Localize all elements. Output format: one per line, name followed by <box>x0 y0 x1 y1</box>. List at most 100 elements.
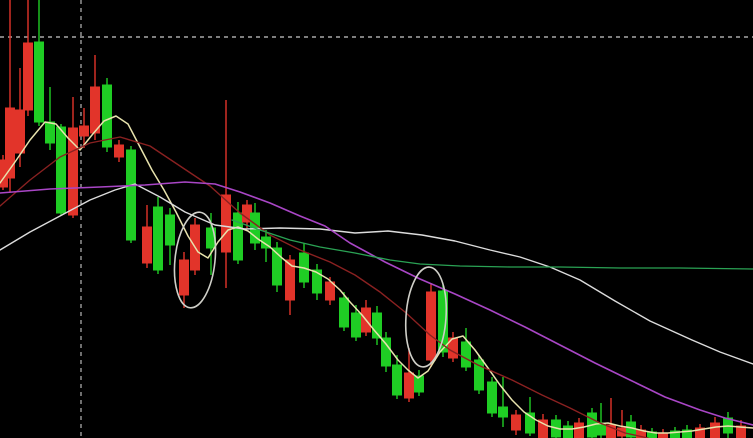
candle[interactable] <box>142 205 152 268</box>
candle-body-bearish <box>153 206 163 271</box>
candle[interactable] <box>165 208 175 265</box>
candle[interactable] <box>5 0 15 192</box>
candle-body-bullish <box>736 425 746 438</box>
candle-body-bearish <box>233 212 243 261</box>
candle-body-bullish <box>79 125 89 137</box>
ma-purple-line <box>0 181 753 426</box>
candle[interactable] <box>23 0 33 116</box>
candle-body-bullish <box>179 259 189 296</box>
candle-body-bullish <box>325 281 335 301</box>
candle-body-bullish <box>5 107 15 179</box>
candle-body-bearish <box>339 297 349 328</box>
candle-body-bearish <box>525 412 535 434</box>
candle[interactable] <box>461 328 471 371</box>
candle-body-bearish <box>351 312 361 338</box>
candle[interactable] <box>351 305 361 341</box>
candle[interactable] <box>179 252 189 308</box>
candle-body-bullish <box>23 42 33 111</box>
candle[interactable] <box>361 300 371 336</box>
candle-body-bearish <box>372 312 382 339</box>
candle[interactable] <box>15 68 25 167</box>
candle-body-bullish <box>404 372 414 399</box>
candle-body-bullish <box>606 424 616 438</box>
candle[interactable] <box>392 355 402 399</box>
candle[interactable] <box>261 230 271 262</box>
candle-body-bullish <box>114 144 124 158</box>
candle[interactable] <box>372 306 382 345</box>
candle-body-bearish <box>487 381 497 414</box>
candle-body-bearish <box>392 364 402 396</box>
candle-body-bearish <box>56 126 66 214</box>
candle-body-bearish <box>682 429 692 438</box>
candle-body-bearish <box>474 359 484 391</box>
candle[interactable] <box>381 332 391 372</box>
candle-body-bearish <box>498 406 508 418</box>
candle-body-bullish <box>538 419 548 438</box>
candle[interactable] <box>414 370 424 396</box>
candle-body-bullish <box>426 291 436 361</box>
ma-dark-red-line <box>0 136 649 438</box>
candle-body-bullish <box>90 86 100 134</box>
candle[interactable] <box>596 403 606 438</box>
candle[interactable] <box>404 348 414 402</box>
candle[interactable] <box>487 377 497 417</box>
candle[interactable] <box>448 332 458 362</box>
candle-body-bearish <box>312 269 322 294</box>
candle-body-bullish <box>695 427 705 438</box>
candle[interactable] <box>426 283 436 367</box>
candle[interactable] <box>45 87 55 150</box>
candle[interactable] <box>68 97 78 218</box>
candle-body-bearish <box>165 214 175 246</box>
candle-body-bearish <box>261 236 271 249</box>
candle-body-bearish <box>438 290 448 353</box>
candle[interactable] <box>498 377 508 427</box>
candle[interactable] <box>221 100 231 288</box>
candle-body-bearish <box>45 121 55 144</box>
candle-body-bearish <box>126 149 136 241</box>
ma-fast-yellow-line <box>0 115 753 434</box>
candle-body-bullish <box>710 422 720 438</box>
ma-slow-white-line <box>0 183 753 365</box>
candle[interactable] <box>474 355 484 394</box>
candle[interactable] <box>695 424 705 438</box>
candle[interactable] <box>79 108 89 148</box>
highlight-ellipse-annotation-1 <box>173 211 217 309</box>
candle-body-bullish <box>142 226 152 264</box>
ma-green-line <box>231 219 753 270</box>
candle[interactable] <box>736 420 746 438</box>
candle[interactable] <box>233 202 243 264</box>
candle[interactable] <box>339 292 349 331</box>
candle-body-bearish <box>381 337 391 367</box>
candle[interactable] <box>723 412 733 438</box>
candle-body-bullish <box>285 259 295 301</box>
candle-body-bearish <box>102 84 112 148</box>
candle[interactable] <box>606 398 616 438</box>
candle[interactable] <box>56 124 66 216</box>
annotation-layer <box>173 211 448 368</box>
candle-body-bearish <box>461 341 471 368</box>
candle[interactable] <box>153 197 163 274</box>
candle-body-bullish <box>221 194 231 253</box>
candle[interactable] <box>90 55 100 140</box>
candle[interactable] <box>34 0 44 126</box>
candle[interactable] <box>312 264 322 300</box>
candle-body-bullish <box>511 414 521 431</box>
candle[interactable] <box>587 408 597 438</box>
candle[interactable] <box>114 140 124 162</box>
candle-body-bullish <box>574 422 584 438</box>
candle-body-bearish <box>414 375 424 393</box>
candle-body-bearish <box>670 430 680 438</box>
candle-body-bearish <box>563 425 573 438</box>
candle[interactable] <box>511 410 521 435</box>
candle[interactable] <box>617 410 627 438</box>
ma-line-layer <box>0 115 753 438</box>
candle[interactable] <box>272 242 282 292</box>
highlight-ellipse-annotation-2 <box>404 266 448 368</box>
candle-body-bullish <box>15 109 25 154</box>
candle[interactable] <box>126 146 136 243</box>
candle[interactable] <box>538 414 548 438</box>
